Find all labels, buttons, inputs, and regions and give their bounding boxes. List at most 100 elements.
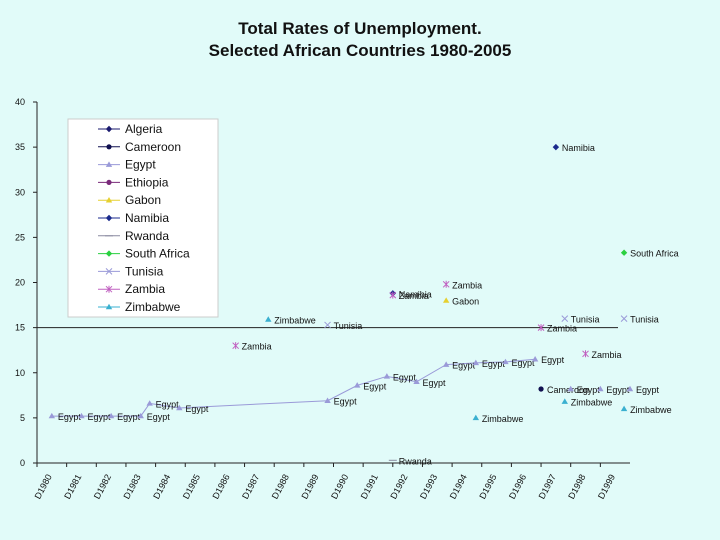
legend-label: Namibia: [125, 211, 169, 225]
marker-egypt: [383, 373, 391, 379]
data-label: Rwanda: [399, 456, 432, 466]
series-zambia: Zambia: [442, 280, 482, 290]
triangle-mark: [561, 398, 568, 404]
legend-label: Rwanda: [125, 229, 169, 243]
marker-zimbabwe: [472, 414, 480, 421]
marker-namibia: [105, 214, 113, 222]
marker-zambia: [442, 280, 450, 288]
legend-label: Zambia: [125, 282, 165, 296]
triangle-mark: [567, 385, 574, 392]
data-label: Egypt: [117, 412, 141, 422]
x-tick-label: D1995: [477, 473, 498, 501]
marker-cameroon: [538, 386, 544, 392]
data-label: Egypt: [393, 372, 417, 382]
data-label: Egypt: [156, 399, 180, 409]
data-label: Namibia: [562, 143, 595, 153]
data-label: Egypt: [423, 378, 447, 388]
marker-egypt: [48, 412, 56, 419]
marker-egypt: [626, 385, 634, 392]
chart-title: Total Rates of Unemployment. Selected Af…: [0, 18, 720, 62]
triangle-mark: [531, 356, 539, 362]
x-tick-label: D1996: [507, 473, 528, 501]
data-label: Egypt: [577, 385, 601, 395]
series-cameroon: Cameroon: [538, 385, 589, 395]
marker-tunisia: [105, 268, 113, 275]
y-tick-label: 25: [15, 232, 25, 242]
x-tick-label: D1980: [33, 473, 54, 501]
marker-egypt: [137, 412, 144, 419]
x-tick-label: D1990: [329, 473, 350, 501]
legend-label: Egypt: [125, 158, 156, 172]
x-tick-label: D1985: [181, 473, 202, 501]
y-tick-label: 35: [15, 142, 25, 152]
triangle-mark: [105, 197, 113, 203]
x-mark: [561, 315, 569, 322]
data-label: Zimbabwe: [482, 414, 524, 424]
marker-egypt: [354, 382, 361, 388]
triangle-mark: [472, 359, 480, 366]
data-label: Egypt: [541, 355, 565, 365]
x-tick-label: D1989: [299, 473, 320, 501]
series-egypt: Egypt Egypt Egypt: [567, 385, 660, 395]
legend-item-egypt: Egypt: [98, 158, 156, 172]
x-tick-label: D1983: [121, 473, 142, 501]
y-tick-label: 10: [15, 368, 25, 378]
marker-zimbabwe: [561, 398, 568, 404]
diamond-mark: [105, 125, 113, 133]
marker-gabon: [105, 197, 113, 203]
series-zambia: Zambia: [537, 324, 577, 334]
marker-egypt: [442, 361, 450, 367]
triangle-mark: [472, 414, 480, 421]
diamond-mark: [105, 214, 113, 222]
data-label: Egypt: [636, 385, 660, 395]
marker-gabon: [442, 297, 450, 303]
title-line-1: Total Rates of Unemployment.: [238, 19, 482, 38]
triangle-mark: [626, 385, 634, 392]
y-tick-label: 5: [20, 413, 25, 423]
x-tick-label: D1987: [240, 473, 261, 501]
data-label: Egypt: [452, 361, 476, 371]
triangle-mark: [176, 404, 183, 411]
data-label: Tunisia: [334, 321, 363, 331]
legend-label: South Africa: [125, 247, 190, 261]
x-tick-label: D1999: [596, 473, 617, 501]
series-zambia: Zambia: [389, 291, 429, 301]
legend-item-cameroon: Cameroon: [98, 140, 181, 154]
x-tick-label: D1998: [566, 473, 587, 501]
triangle-mark: [597, 385, 604, 392]
diamond-mark: [620, 249, 628, 256]
y-tick-label: 20: [15, 278, 25, 288]
triangle-mark: [105, 161, 113, 167]
legend-box: [67, 118, 219, 318]
triangle-mark: [105, 303, 113, 310]
legend-item-algeria: Algeria: [98, 122, 163, 136]
marker-egypt: [597, 385, 604, 392]
marker-south-africa: [105, 250, 113, 257]
data-label: South Africa: [630, 249, 679, 259]
x-tick-label: D1997: [537, 473, 558, 501]
circle-mark: [106, 179, 112, 185]
triangle-mark: [146, 400, 153, 406]
legend-label: Cameroon: [125, 140, 181, 154]
marker-namibia: [552, 143, 560, 151]
data-label: Egypt: [511, 358, 535, 368]
legend-label: Ethiopia: [125, 175, 169, 189]
marker-zimbabwe: [265, 316, 272, 322]
legend-label: Tunisia: [125, 264, 164, 278]
data-label: Tunisia: [571, 315, 600, 325]
x-tick-label: D1994: [448, 473, 469, 501]
triangle-mark: [107, 412, 115, 419]
triangle-mark: [137, 412, 144, 419]
star-mark: [442, 280, 450, 288]
marker-zimbabwe: [105, 303, 113, 310]
triangle-mark: [442, 361, 450, 367]
y-tick-label: 40: [15, 97, 25, 107]
circle-mark: [106, 144, 112, 150]
data-label: Zambia: [242, 342, 272, 352]
marker-egypt: [78, 412, 85, 419]
series-zimbabwe: Zimbabwe: [472, 414, 524, 424]
marker-tunisia: [324, 321, 331, 329]
triangle-mark: [48, 412, 56, 419]
legend-item-rwanda: Rwanda: [98, 229, 169, 243]
